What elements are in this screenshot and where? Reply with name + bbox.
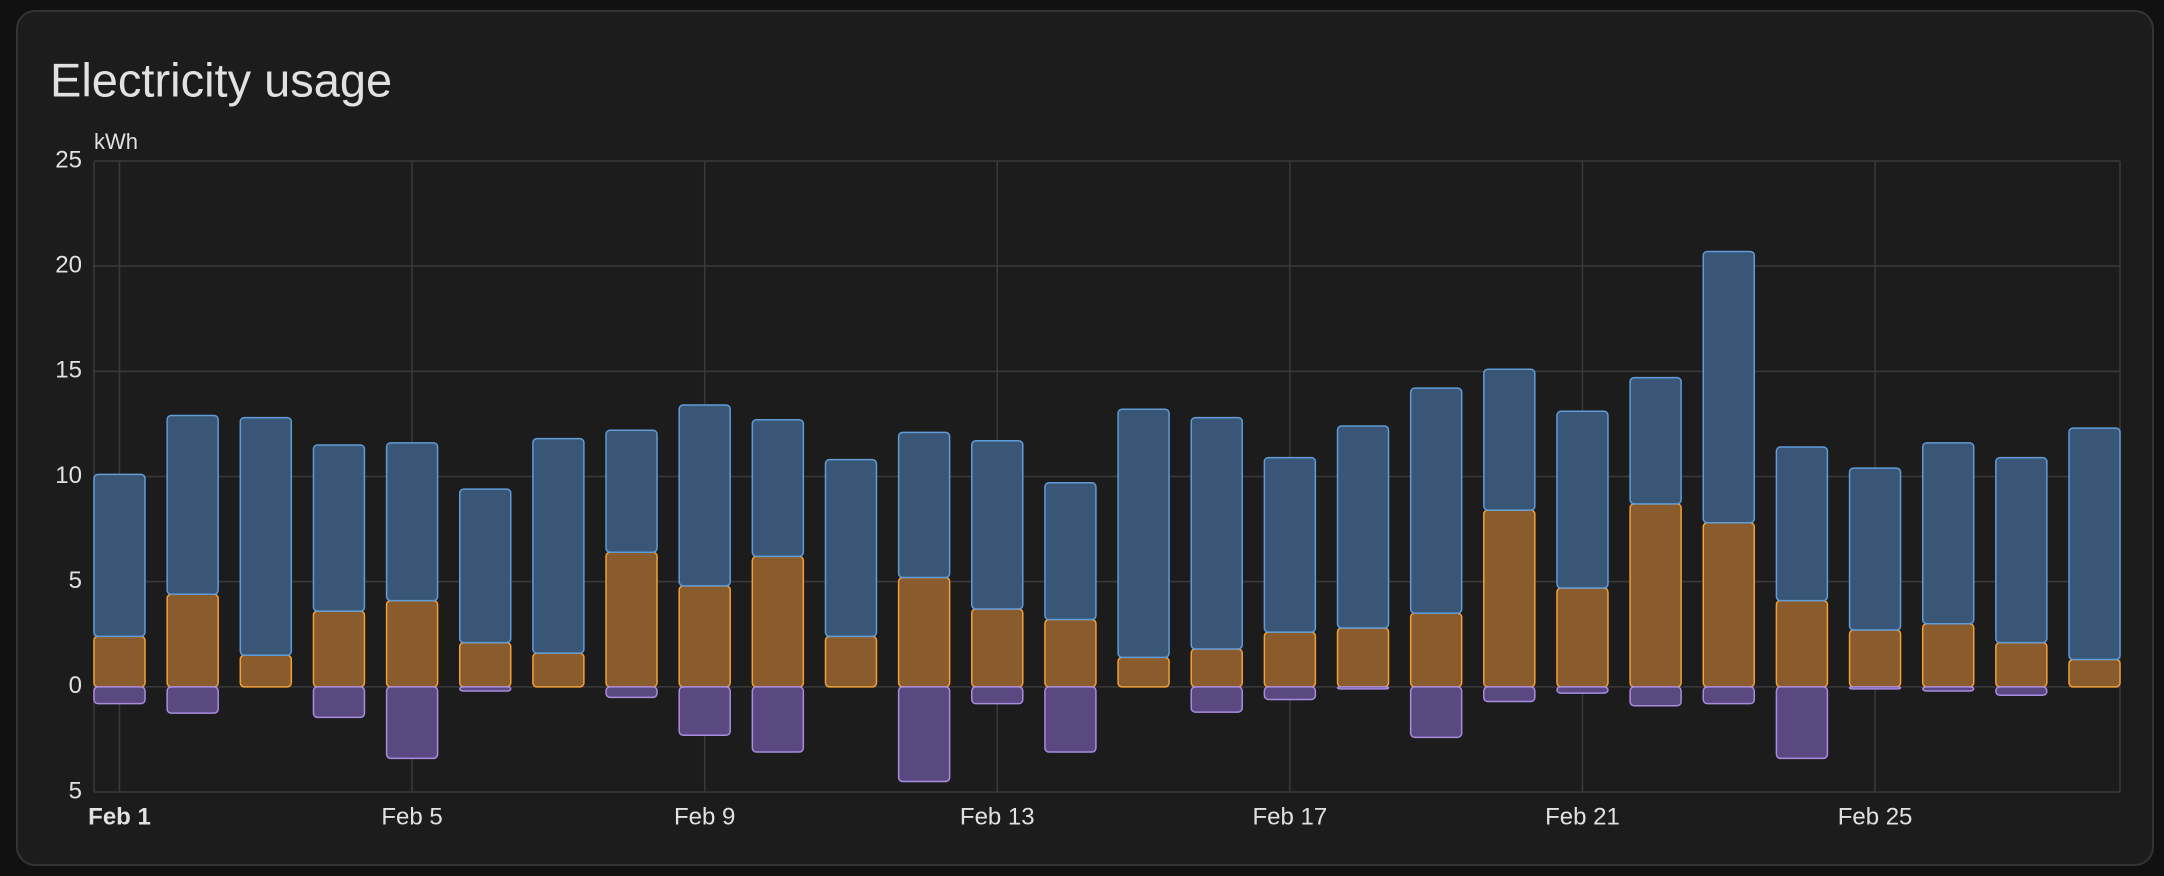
x-tick-label: Feb 25 [1838,803,1913,830]
y-tick-label: 20 [55,252,82,279]
bar [1848,686,1902,690]
x-tick-label: Feb 13 [960,803,1035,830]
bar [1117,656,1170,688]
bar [239,416,293,657]
bar [1190,686,1243,713]
bar [1921,622,1975,688]
bar [605,429,658,553]
bar [1263,686,1317,701]
bar [1409,387,1463,614]
bar [1483,368,1536,511]
bar [1044,618,1097,688]
bar [678,404,731,587]
chart-title: Electricity usage [50,53,392,106]
bar [166,593,219,688]
bar [458,641,512,688]
bar [1336,686,1390,690]
y-tick-label: 0 [69,672,82,699]
bar [1995,641,2048,688]
bar [1483,509,1536,688]
bar [1702,686,1756,705]
bar [1190,416,1243,650]
bar [971,608,1024,688]
bar [971,439,1024,610]
bar [1556,686,1609,694]
bar [93,635,146,688]
x-tick-label: Feb 9 [674,803,735,830]
bar [166,686,219,714]
bar [93,473,146,638]
bar [1044,482,1097,621]
bar [1409,686,1463,739]
bar [532,652,585,688]
x-tick-label: Feb 21 [1545,803,1620,830]
bar [1117,408,1170,659]
bar [1629,503,1682,688]
bar [897,576,951,688]
bar [897,431,951,579]
bar [1995,686,2048,696]
bar [385,686,439,760]
bar [1629,686,1682,707]
bar [1263,456,1317,633]
bar [1921,686,1975,692]
bar [2068,658,2121,688]
bar [824,635,878,688]
bar [1775,599,1829,688]
bar [1702,250,1756,524]
bar [385,442,439,602]
bar [1556,587,1609,688]
bar [312,610,366,688]
bar [166,414,219,596]
bar [2068,427,2121,661]
bar [605,551,658,688]
bar [1044,686,1097,753]
bar [1336,627,1390,688]
bar [1775,446,1829,602]
y-tick-label: 5 [69,777,82,804]
bar [1556,410,1609,589]
bar [971,686,1024,705]
x-tick-label: Feb 1 [88,803,151,830]
x-tick-label: Feb 17 [1253,803,1328,830]
bar [678,686,731,736]
bar [1995,456,2048,644]
bar [751,418,805,558]
bar [1848,467,1902,631]
bar [605,686,658,699]
y-tick-label: 25 [55,146,82,173]
x-tick-label: Feb 5 [381,803,442,830]
bar [93,686,146,705]
bar [1336,425,1390,629]
bar [1702,522,1756,688]
bar [678,585,731,688]
bar [1483,686,1536,703]
bar [751,686,805,753]
bar [239,654,293,688]
bar [385,599,439,688]
bar [1848,629,1902,688]
bar [458,488,512,644]
bar [751,555,805,688]
bar [1921,442,1975,625]
bar [897,686,951,783]
y-tick-label: 10 [55,462,82,489]
bar [532,437,585,654]
y-tick-label: 15 [55,357,82,384]
bar [1775,686,1829,760]
bar [1190,648,1243,688]
bar [312,686,366,719]
bar [1629,376,1682,505]
bar [1409,612,1463,688]
bar [312,444,366,612]
bar [458,686,512,692]
bar [1263,631,1317,688]
y-tick-label: 5 [69,567,82,594]
y-axis-label: kWh [94,129,138,154]
bar [824,458,878,638]
